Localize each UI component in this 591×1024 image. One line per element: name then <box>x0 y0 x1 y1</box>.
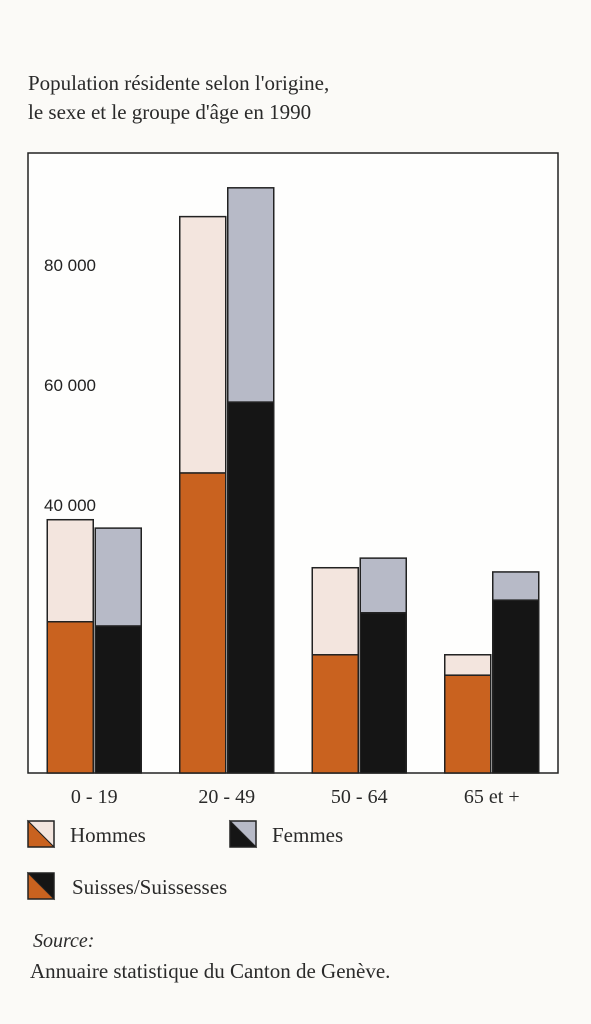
chart-title: le sexe et le groupe d'âge en 1990 <box>28 100 311 124</box>
bar-foreign <box>46 518 94 623</box>
bar-foreign <box>227 187 275 403</box>
legend-label: Hommes <box>70 823 146 847</box>
bar-foreign <box>94 527 142 627</box>
legend-label: Suisses/Suissesses <box>72 875 227 899</box>
bar-swiss <box>311 654 359 774</box>
legend-icon <box>229 820 257 848</box>
x-tick-label: 50 - 64 <box>331 786 388 808</box>
bar-swiss <box>444 674 492 774</box>
bar-foreign <box>311 566 359 656</box>
source: Annuaire statistique du Canton de Genève… <box>30 959 390 983</box>
bar-swiss <box>227 401 275 774</box>
legend-label: Femmes <box>272 823 343 847</box>
bar-swiss <box>179 472 227 774</box>
chart-title: Population résidente selon l'origine, <box>28 71 329 95</box>
bar-foreign <box>492 571 540 601</box>
bar-swiss <box>359 611 407 774</box>
bar-swiss <box>492 599 540 774</box>
legend-icon <box>27 820 55 848</box>
bar-swiss <box>94 625 142 774</box>
x-tick-label: 65 et + <box>464 786 520 808</box>
bar-foreign <box>359 557 407 614</box>
bar-foreign <box>179 215 227 474</box>
x-tick-label: 0 - 19 <box>71 786 118 808</box>
y-tick-label: 60 000 <box>44 376 96 395</box>
bar-swiss <box>46 621 94 774</box>
y-tick-label: 80 000 <box>44 256 96 275</box>
source-label: Source: <box>33 930 94 952</box>
bar-foreign <box>444 654 492 676</box>
legend-icon <box>27 872 55 900</box>
x-tick-label: 20 - 49 <box>198 786 255 808</box>
y-tick-label: 40 000 <box>44 496 96 515</box>
